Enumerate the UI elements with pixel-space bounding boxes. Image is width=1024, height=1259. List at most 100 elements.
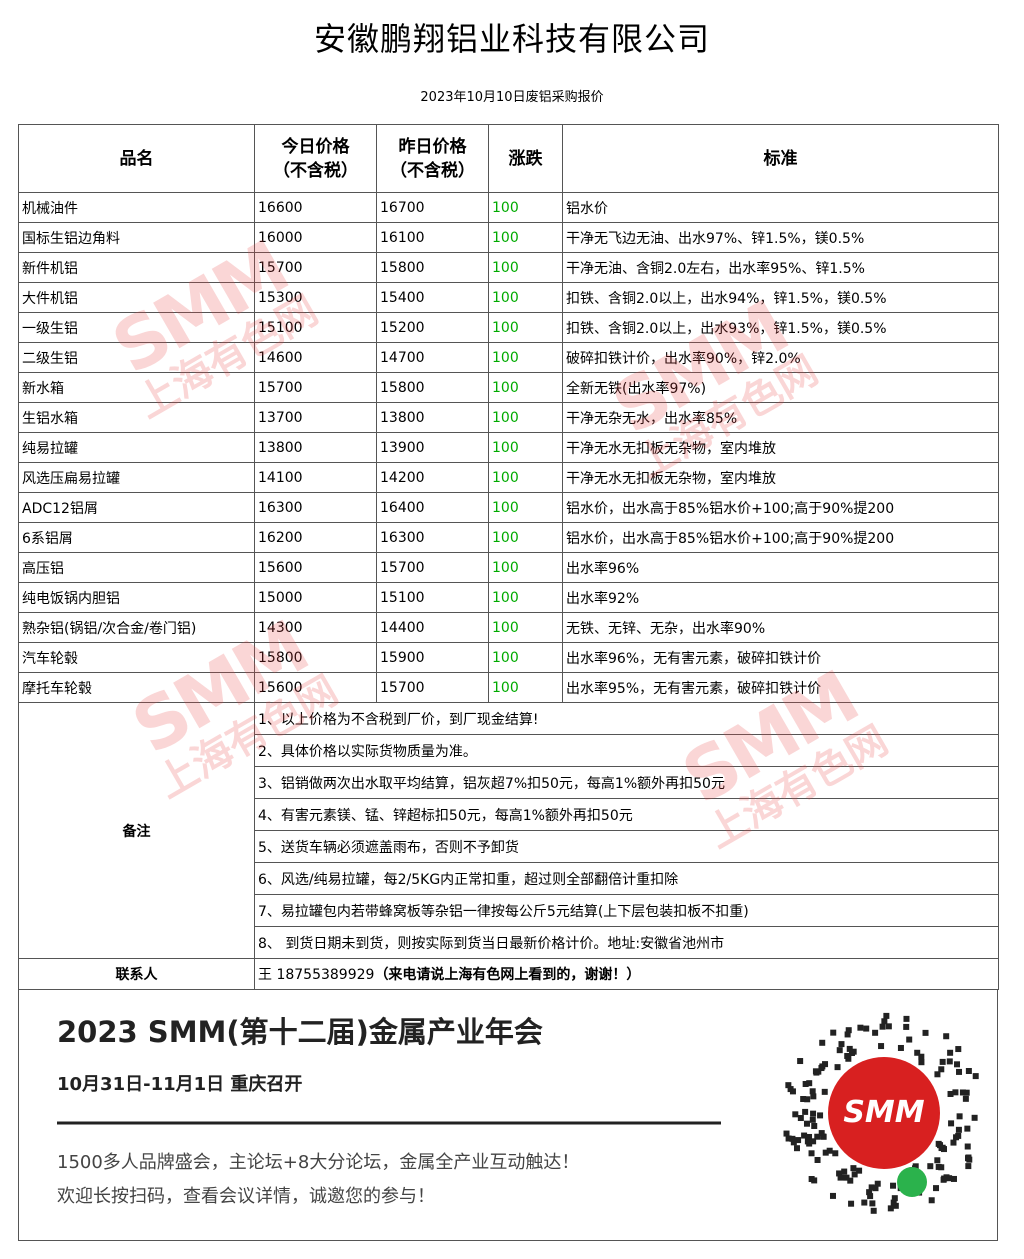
header-cell: 昨日价格 （不含税） bbox=[376, 124, 489, 193]
yesterday-price: 13900 bbox=[376, 432, 489, 463]
qr-dot bbox=[821, 1088, 828, 1095]
qr-dot bbox=[806, 1133, 813, 1140]
today-price: 16300 bbox=[254, 492, 377, 523]
qr-dot bbox=[952, 1089, 959, 1096]
item-name: ADC12铝屑 bbox=[18, 492, 255, 523]
data-row: ADC12铝屑 16300 16400 100 铝水价，出水高于85%铝水价+100;高… bbox=[18, 492, 999, 523]
qr-dot bbox=[950, 1139, 957, 1146]
qr-dot bbox=[885, 1023, 892, 1030]
qr-dot bbox=[792, 1111, 799, 1118]
change: 100 bbox=[488, 612, 563, 643]
item-name: 纯易拉罐 bbox=[18, 432, 255, 463]
item-name: 汽车轮毂 bbox=[18, 642, 255, 673]
banner: 2023 SMM(第十二届)金属产业年会 10月31日-11月1日 重庆召开 1… bbox=[18, 990, 998, 1241]
qr-dot bbox=[972, 1073, 979, 1080]
qr-dot bbox=[935, 1163, 942, 1170]
note-row: 8、 到货日期未到货，则按实际到货当日最新价格计价。地址:安徽省池州市 bbox=[19, 926, 999, 959]
qr-logo: SMM bbox=[843, 1095, 924, 1130]
price-table: 品名 今日价格 （不含税） 昨日价格 （不含税） 涨跌 标准 机械油件 16600 16700… bbox=[18, 124, 999, 990]
standard: 全新无铁(出水率97%) bbox=[562, 372, 999, 403]
qr-dot bbox=[938, 1066, 945, 1073]
banner-art: 2023 SMM(第十二届)金属产业年会 10月31日-11月1日 重庆召开 1… bbox=[57, 1012, 979, 1214]
qr-dot bbox=[808, 1150, 815, 1157]
data-row: 6系铝屑 16200 16300 100 铝水价，出水高于85%铝水价+100;高于90… bbox=[18, 522, 999, 553]
yesterday-price: 15700 bbox=[376, 552, 489, 583]
qr-dot bbox=[810, 1138, 817, 1145]
qr-dot bbox=[844, 1031, 851, 1038]
qr-dot bbox=[850, 1165, 857, 1172]
note-row: 7、易拉罐包内若带蜂窝板等杂铝一律按每公斤5元结算(上下层包装扣板不扣重) bbox=[19, 894, 999, 927]
yesterday-price: 14700 bbox=[376, 342, 489, 373]
qr-dot bbox=[965, 1067, 972, 1074]
note-row: 备注 1、以上价格为不含税到厂价，到厂现金结算! bbox=[18, 702, 999, 959]
today-price: 15600 bbox=[254, 552, 377, 583]
data-row: 纯电饭锅内胆铝 15000 15100 100 出水率92% bbox=[18, 582, 999, 613]
qr-dot bbox=[927, 1163, 934, 1170]
change: 100 bbox=[488, 522, 563, 553]
today-price: 16000 bbox=[254, 222, 377, 253]
qr-dot bbox=[846, 1045, 853, 1052]
qr-dot bbox=[856, 1167, 863, 1174]
qr-dot bbox=[822, 1061, 829, 1068]
qr-dot bbox=[954, 1061, 961, 1068]
qr-dot bbox=[811, 1177, 818, 1184]
standard: 干净无水无扣板无杂物，室内堆放 bbox=[562, 432, 999, 463]
today-price: 15800 bbox=[254, 642, 377, 673]
qr-dot bbox=[847, 1177, 854, 1184]
qr-logo-bg bbox=[828, 1057, 940, 1169]
qr-dot bbox=[810, 1093, 817, 1100]
contact-row: 联系人王 18755389929（来电请说上海有色网上看到的，谢谢！） bbox=[18, 958, 999, 990]
qr-dot bbox=[890, 1182, 897, 1189]
today-price: 14100 bbox=[254, 462, 377, 493]
yesterday-price: 15900 bbox=[376, 642, 489, 673]
qr-dot bbox=[912, 1163, 919, 1170]
standard: 出水率96% bbox=[562, 552, 999, 583]
qr-dot bbox=[922, 1029, 929, 1036]
item-name: 新件机铝 bbox=[18, 252, 255, 283]
item-name: 高压铝 bbox=[18, 552, 255, 583]
qr-dot bbox=[872, 1029, 879, 1036]
qr-dot bbox=[934, 1157, 941, 1164]
standard: 出水率92% bbox=[562, 582, 999, 613]
qr-dot bbox=[818, 1065, 825, 1072]
qr-dot bbox=[851, 1171, 858, 1178]
standard: 铝水价，出水高于85%铝水价+100;高于90%提200 bbox=[562, 522, 999, 553]
today-price: 15100 bbox=[254, 312, 377, 343]
qr-dot bbox=[883, 1012, 890, 1019]
qr-dot bbox=[890, 1199, 897, 1206]
qr-dot bbox=[785, 1082, 792, 1089]
qr-dot bbox=[806, 1140, 813, 1147]
qr-dot bbox=[964, 1125, 971, 1132]
qr-dot bbox=[845, 1027, 852, 1034]
qr-dot bbox=[956, 1068, 963, 1075]
data-row: 一级生铝 15100 15200 100 扣铁、含铜2.0以上，出水93%，锌1.5%，… bbox=[18, 312, 999, 343]
note: 6、风选/纯易拉罐，每2/5KG内正常扣重，超过则全部翻倍计重扣除 bbox=[254, 862, 999, 895]
item-name: 新水箱 bbox=[18, 372, 255, 403]
today-price: 15700 bbox=[254, 372, 377, 403]
note: 3、铝销做两次出水取平均结算，铝灰超7%扣50元，每高1%额外再扣50元 bbox=[254, 766, 999, 799]
change: 100 bbox=[488, 312, 563, 343]
qr-dot bbox=[965, 1163, 972, 1170]
item-name: 机械油件 bbox=[18, 192, 255, 223]
item-name: 摩托车轮毂 bbox=[18, 672, 255, 703]
standard: 铝水价，出水高于85%铝水价+100;高于90%提200 bbox=[562, 492, 999, 523]
qr-dot bbox=[872, 1185, 879, 1192]
qr-dot bbox=[956, 1113, 963, 1120]
note-row: 6、风选/纯易拉罐，每2/5KG内正常扣重，超过则全部翻倍计重扣除 bbox=[19, 862, 999, 895]
item-name: 生铝水箱 bbox=[18, 402, 255, 433]
qr-dot bbox=[820, 1133, 827, 1140]
yesterday-price: 13800 bbox=[376, 402, 489, 433]
standard: 干净无油、含铜2.0左右，出水率95%、锌1.5% bbox=[562, 252, 999, 283]
qr-dot bbox=[802, 1080, 809, 1087]
item-name: 一级生铝 bbox=[18, 312, 255, 343]
today-price: 15600 bbox=[254, 672, 377, 703]
qr-dot bbox=[891, 1195, 898, 1202]
qr-dot bbox=[943, 1033, 950, 1040]
qr-dot bbox=[832, 1150, 839, 1157]
qr-dot bbox=[790, 1139, 797, 1146]
change: 100 bbox=[488, 342, 563, 373]
yesterday-price: 15800 bbox=[376, 252, 489, 283]
yesterday-price: 14200 bbox=[376, 462, 489, 493]
qr-dot bbox=[948, 1120, 955, 1127]
qr-dot bbox=[810, 1110, 817, 1117]
